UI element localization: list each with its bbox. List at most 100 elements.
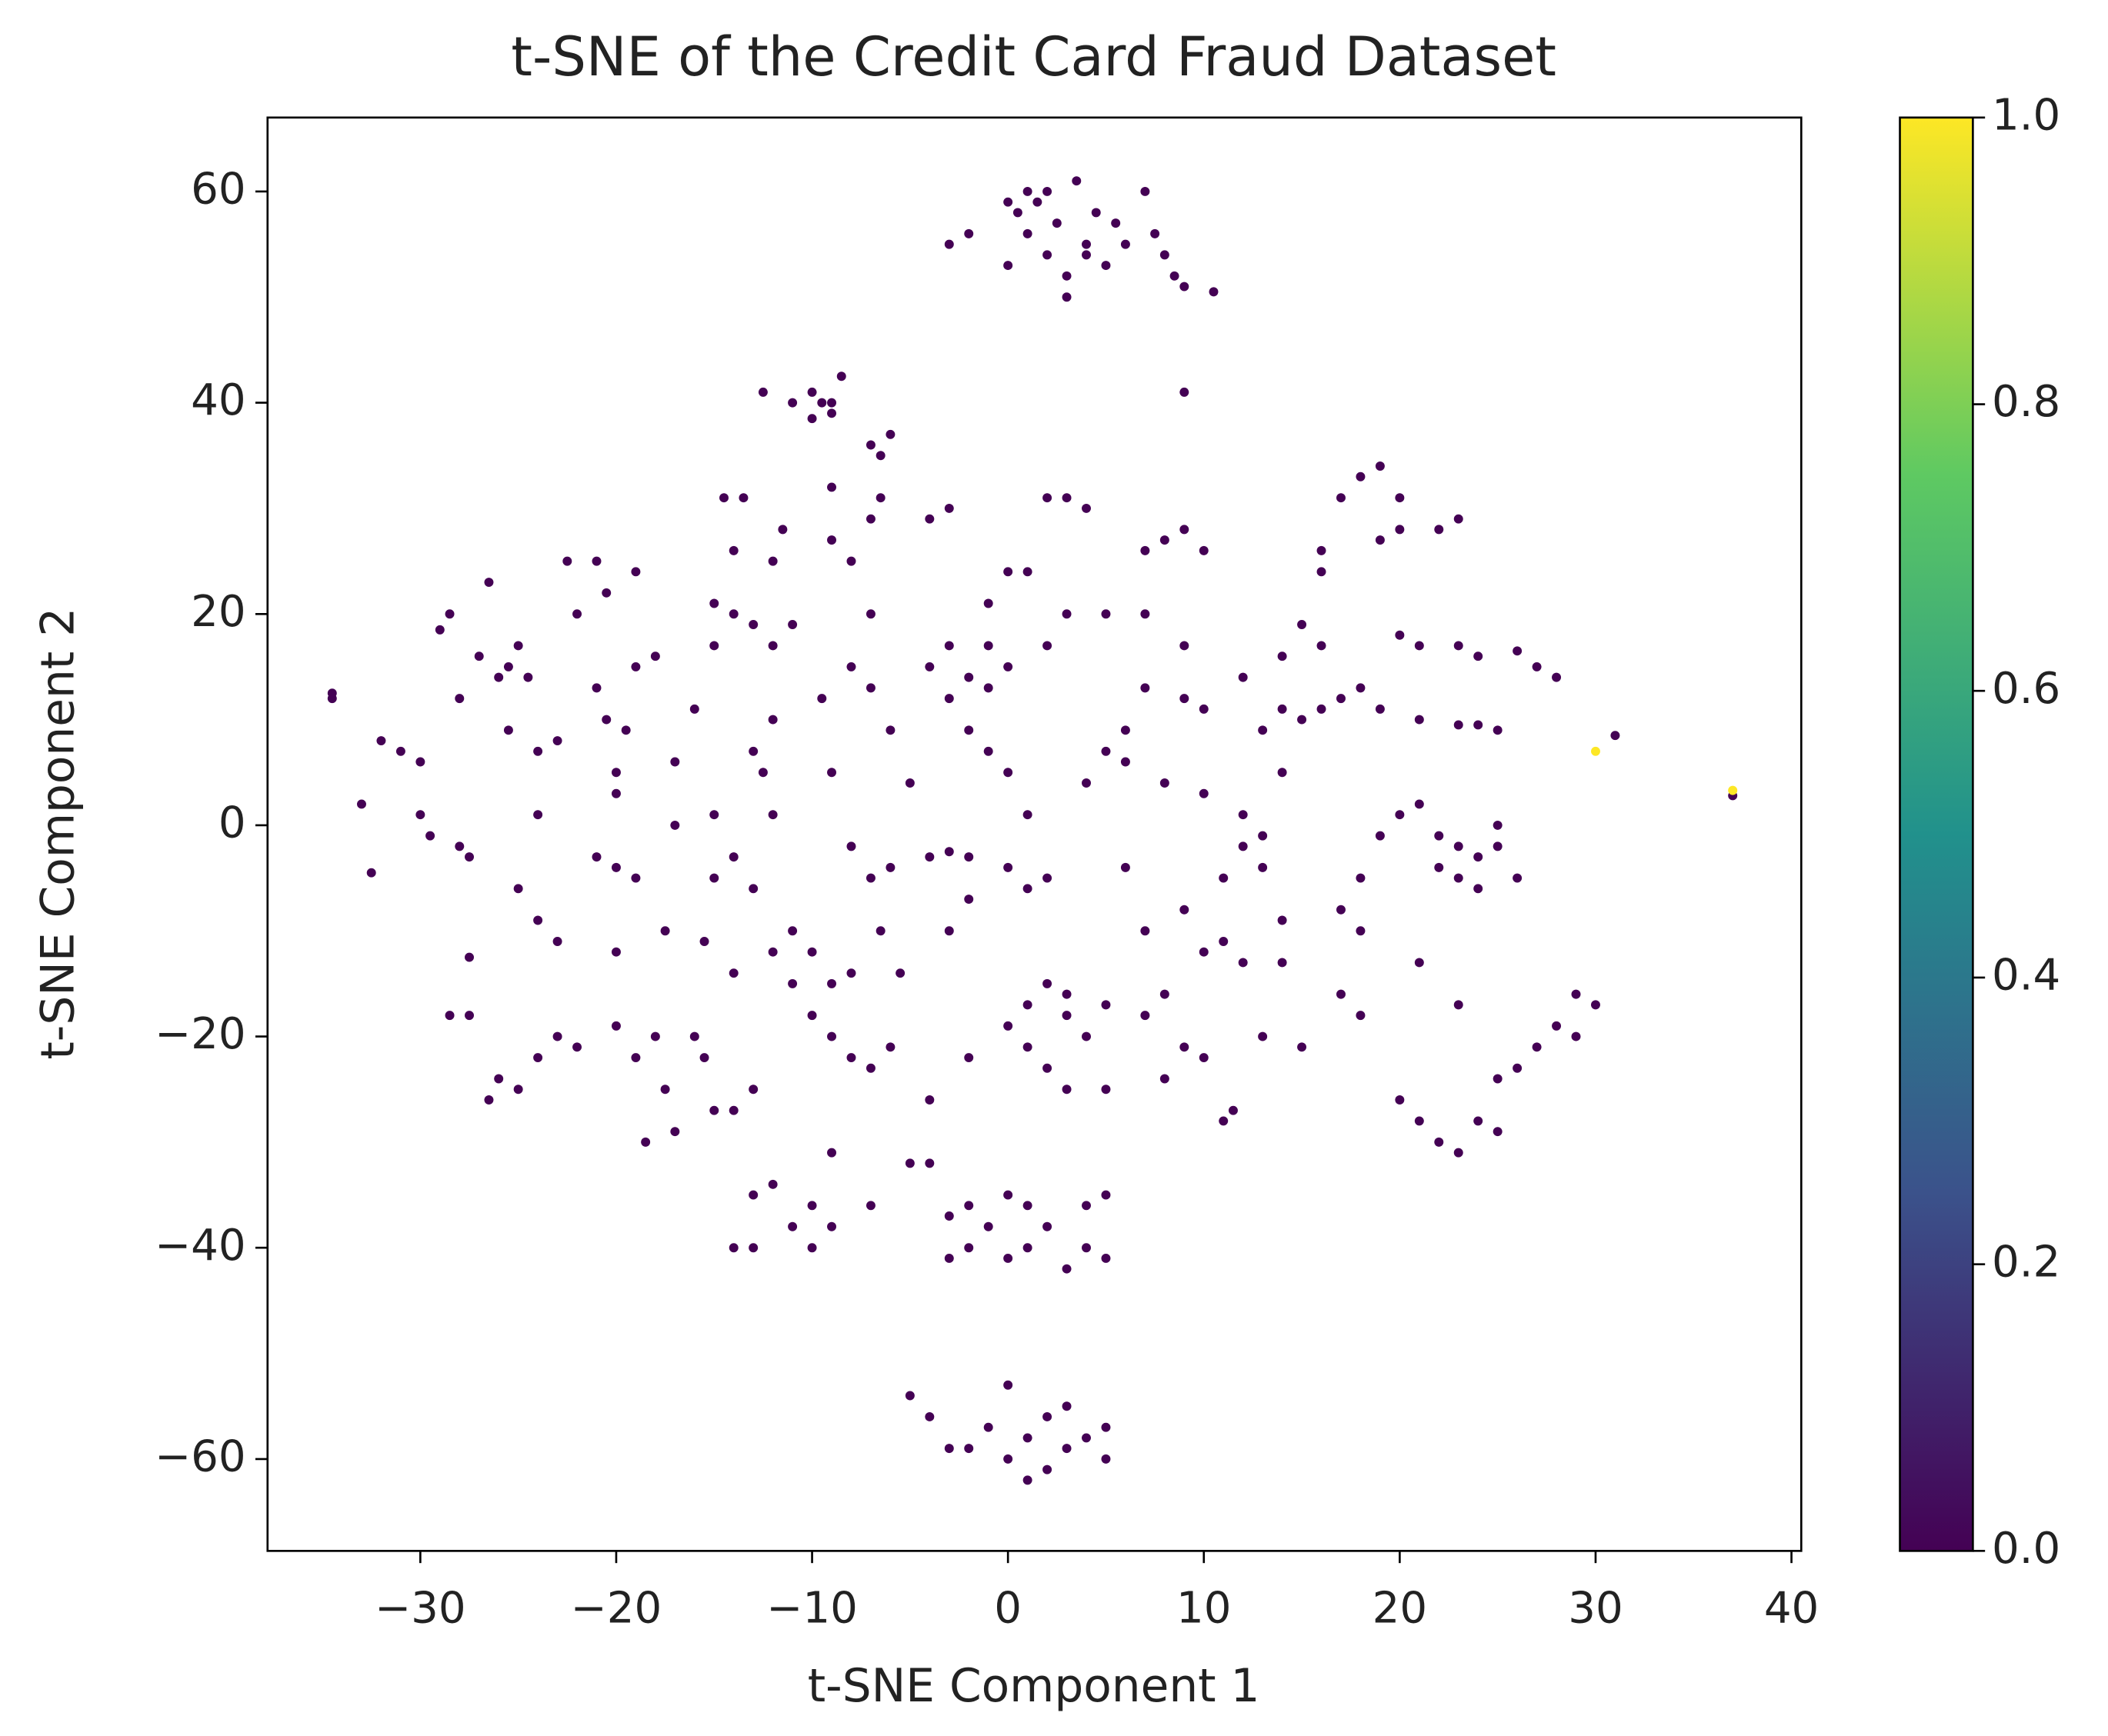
- point: [357, 799, 366, 809]
- point: [964, 725, 974, 735]
- point: [983, 683, 993, 693]
- point: [749, 746, 759, 756]
- point: [886, 1042, 896, 1052]
- point: [1571, 1031, 1581, 1041]
- point: [1238, 841, 1248, 851]
- point: [729, 1243, 739, 1253]
- point: [827, 1221, 836, 1231]
- point: [1473, 1116, 1483, 1126]
- point: [1022, 884, 1032, 894]
- point: [474, 651, 484, 661]
- point: [1199, 788, 1209, 798]
- point: [749, 1085, 759, 1095]
- point: [944, 847, 954, 857]
- point: [1003, 862, 1013, 872]
- point: [768, 810, 778, 820]
- point: [1082, 1201, 1091, 1211]
- point: [1414, 641, 1424, 651]
- point: [1219, 937, 1229, 946]
- point: [1120, 862, 1130, 872]
- point: [689, 1031, 699, 1041]
- point: [1062, 1401, 1072, 1411]
- point: [964, 895, 974, 905]
- plot-area: [327, 176, 1738, 1485]
- point: [1120, 725, 1130, 735]
- point: [1042, 1464, 1052, 1474]
- point: [758, 387, 768, 397]
- point: [1003, 1190, 1013, 1200]
- point: [611, 1021, 621, 1031]
- point: [1082, 239, 1091, 249]
- point: [1120, 757, 1130, 767]
- point: [729, 852, 739, 862]
- point: [876, 493, 886, 503]
- point: [435, 625, 445, 635]
- point: [983, 1221, 993, 1231]
- point: [1082, 1433, 1091, 1443]
- point: [1473, 651, 1483, 661]
- point: [395, 746, 405, 756]
- point: [445, 1011, 455, 1021]
- point: [1159, 989, 1169, 999]
- y-tick-label: −60: [155, 1432, 246, 1482]
- point: [552, 1031, 562, 1041]
- point: [1003, 197, 1013, 207]
- point: [1513, 1063, 1523, 1073]
- point: [1082, 250, 1091, 260]
- point: [846, 841, 856, 851]
- point: [1091, 208, 1101, 218]
- axes-frame: [266, 116, 1803, 1552]
- point: [964, 852, 974, 862]
- point: [1258, 831, 1268, 841]
- x-axis-label: t-SNE Component 1: [808, 1660, 1260, 1713]
- point: [1336, 989, 1346, 999]
- point: [611, 862, 621, 872]
- x-tick-label: −20: [571, 1583, 662, 1633]
- point: [807, 947, 817, 957]
- point: [1199, 704, 1209, 714]
- point: [817, 694, 827, 704]
- point: [827, 535, 836, 545]
- point: [670, 1127, 680, 1137]
- point: [1473, 852, 1483, 862]
- point: [886, 725, 896, 735]
- point: [925, 1158, 935, 1168]
- point: [1082, 503, 1091, 513]
- point: [827, 1031, 836, 1041]
- point: [964, 1201, 974, 1211]
- point: [866, 1201, 876, 1211]
- point: [1277, 704, 1287, 714]
- point: [788, 1221, 798, 1231]
- point: [1022, 567, 1032, 577]
- point: [1375, 704, 1385, 714]
- point: [1453, 720, 1463, 730]
- point: [523, 672, 533, 682]
- point: [1414, 715, 1424, 725]
- point: [1297, 1042, 1307, 1052]
- point: [964, 672, 974, 682]
- point: [1199, 545, 1209, 555]
- colorbar: [1899, 116, 1974, 1552]
- y-axis-label: t-SNE Component 2: [32, 608, 85, 1060]
- point: [1140, 186, 1150, 196]
- point: [1022, 810, 1032, 820]
- y-tick-label: −20: [155, 1009, 246, 1059]
- point: [983, 641, 993, 651]
- point: [944, 1211, 954, 1221]
- point: [513, 884, 523, 894]
- point: [1219, 1116, 1229, 1126]
- point: [709, 873, 719, 883]
- point: [376, 736, 386, 746]
- x-tick-label: −10: [766, 1583, 858, 1633]
- point: [836, 372, 846, 382]
- point: [1159, 250, 1169, 260]
- point: [1453, 841, 1463, 851]
- point: [1052, 218, 1062, 228]
- point: [1101, 1253, 1111, 1263]
- point: [1453, 1000, 1463, 1010]
- point: [729, 968, 739, 978]
- point: [1140, 1011, 1150, 1021]
- point: [1209, 287, 1219, 297]
